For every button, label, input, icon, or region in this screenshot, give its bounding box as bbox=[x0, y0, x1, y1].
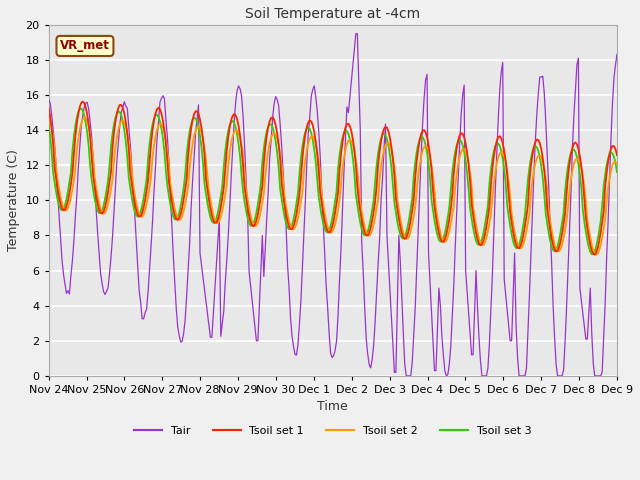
X-axis label: Time: Time bbox=[317, 400, 348, 413]
Title: Soil Temperature at -4cm: Soil Temperature at -4cm bbox=[245, 7, 420, 21]
Text: VR_met: VR_met bbox=[60, 39, 110, 52]
Y-axis label: Temperature (C): Temperature (C) bbox=[7, 149, 20, 252]
Legend: Tair, Tsoil set 1, Tsoil set 2, Tsoil set 3: Tair, Tsoil set 1, Tsoil set 2, Tsoil se… bbox=[130, 421, 536, 441]
